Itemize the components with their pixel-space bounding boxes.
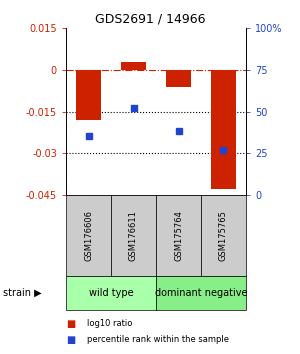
Text: dominant negative: dominant negative <box>155 288 247 298</box>
Bar <box>121 62 146 70</box>
Text: GSM176611: GSM176611 <box>129 210 138 261</box>
Text: GSM175764: GSM175764 <box>174 210 183 261</box>
Text: ■: ■ <box>66 335 75 345</box>
Text: log10 ratio: log10 ratio <box>87 319 132 329</box>
Bar <box>166 70 191 86</box>
Text: GSM175765: GSM175765 <box>219 210 228 261</box>
Bar <box>76 70 101 120</box>
Text: GSM176606: GSM176606 <box>84 210 93 261</box>
Text: percentile rank within the sample: percentile rank within the sample <box>87 335 229 344</box>
Text: GDS2691 / 14966: GDS2691 / 14966 <box>95 12 205 25</box>
Text: strain ▶: strain ▶ <box>3 288 42 298</box>
Bar <box>211 70 236 189</box>
Text: wild type: wild type <box>89 288 133 298</box>
Text: ■: ■ <box>66 319 75 329</box>
